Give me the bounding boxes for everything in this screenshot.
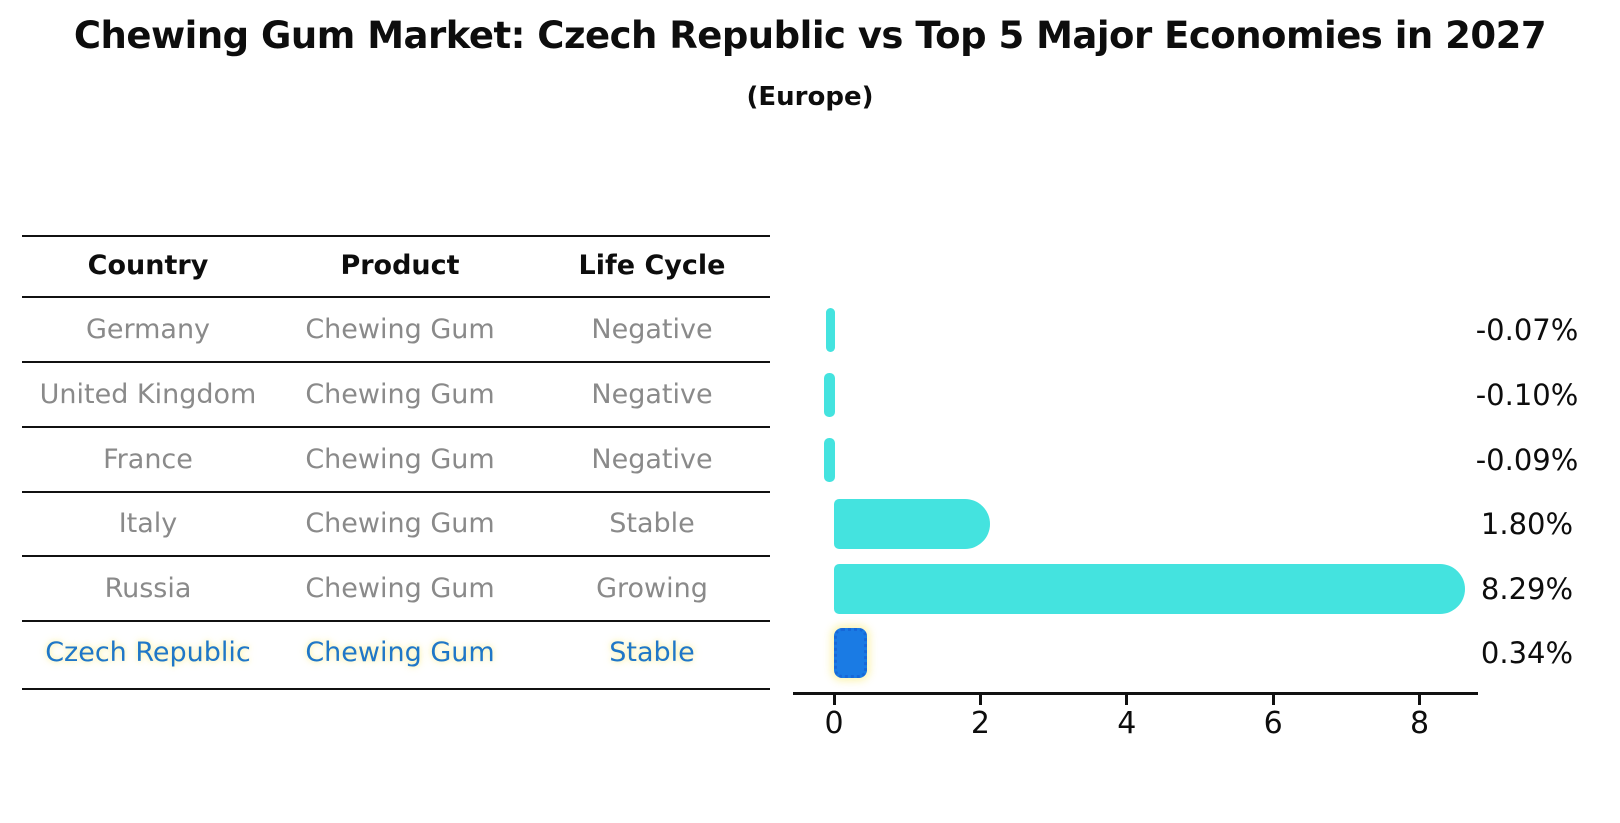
x-axis-tick [1418,694,1422,705]
x-axis-tick [978,694,982,705]
table-header-rule [22,296,770,298]
page-subtitle: (Europe) [746,82,874,112]
table-row-rule [22,555,770,557]
column-header-life-cycle: Life Cycle [578,250,726,281]
table-row-rule [22,361,770,363]
table-cell-life-cycle: Stable [609,508,695,539]
table-cell-life-cycle: Negative [591,379,713,410]
bar-russia [834,564,1465,614]
table-row-rule [22,426,770,428]
x-axis-tick [832,694,836,705]
x-axis-tick-label: 2 [970,706,990,741]
x-axis-tick-label: 0 [824,706,844,741]
bar-italy [834,499,990,549]
table-cell-life-cycle: Negative [591,444,713,475]
table-cell-country: Russia [104,573,192,604]
x-axis-line [793,692,1478,695]
value-label: 8.29% [1480,572,1574,606]
x-axis-tick-label: 8 [1410,706,1430,741]
table-row-rule [22,620,770,622]
value-label: -0.10% [1475,378,1579,412]
table-cell-country: Italy [118,508,178,539]
table-cell-life-cycle: Negative [591,314,713,345]
table-cell-product: Chewing Gum [305,508,495,539]
value-label: -0.07% [1475,313,1579,347]
table-cell-life-cycle: Growing [596,573,708,604]
page-title: Chewing Gum Market: Czech Republic vs To… [73,14,1547,57]
x-axis-tick [1125,694,1129,705]
table-cell-product-highlighted: Chewing Gum [305,637,495,668]
table-cell-country: United Kingdom [39,379,257,410]
table-top-rule [22,235,770,237]
table-cell-product: Chewing Gum [305,444,495,475]
bar-czech-republic-highlighted [834,628,867,678]
column-header-product: Product [340,250,460,281]
table-bottom-rule [22,688,770,690]
table-cell-country: France [103,444,193,475]
bar-united-kingdom [823,373,835,417]
bar-germany [825,308,835,352]
x-axis-tick-label: 6 [1263,706,1283,741]
table-row-rule [22,491,770,493]
table-cell-product: Chewing Gum [305,379,495,410]
table-cell-product: Chewing Gum [305,314,495,345]
x-axis-tick-label: 4 [1117,706,1137,741]
bar-france [824,438,835,482]
x-axis-tick [1271,694,1275,705]
column-header-country: Country [87,250,209,281]
value-label: 0.34% [1480,636,1574,670]
table-cell-product: Chewing Gum [305,573,495,604]
table-cell-life-cycle-highlighted: Stable [609,637,695,668]
table-cell-country: Germany [85,314,211,345]
value-label: -0.09% [1475,443,1579,477]
table-cell-country-highlighted: Czech Republic [45,637,251,668]
value-label: 1.80% [1480,507,1574,541]
